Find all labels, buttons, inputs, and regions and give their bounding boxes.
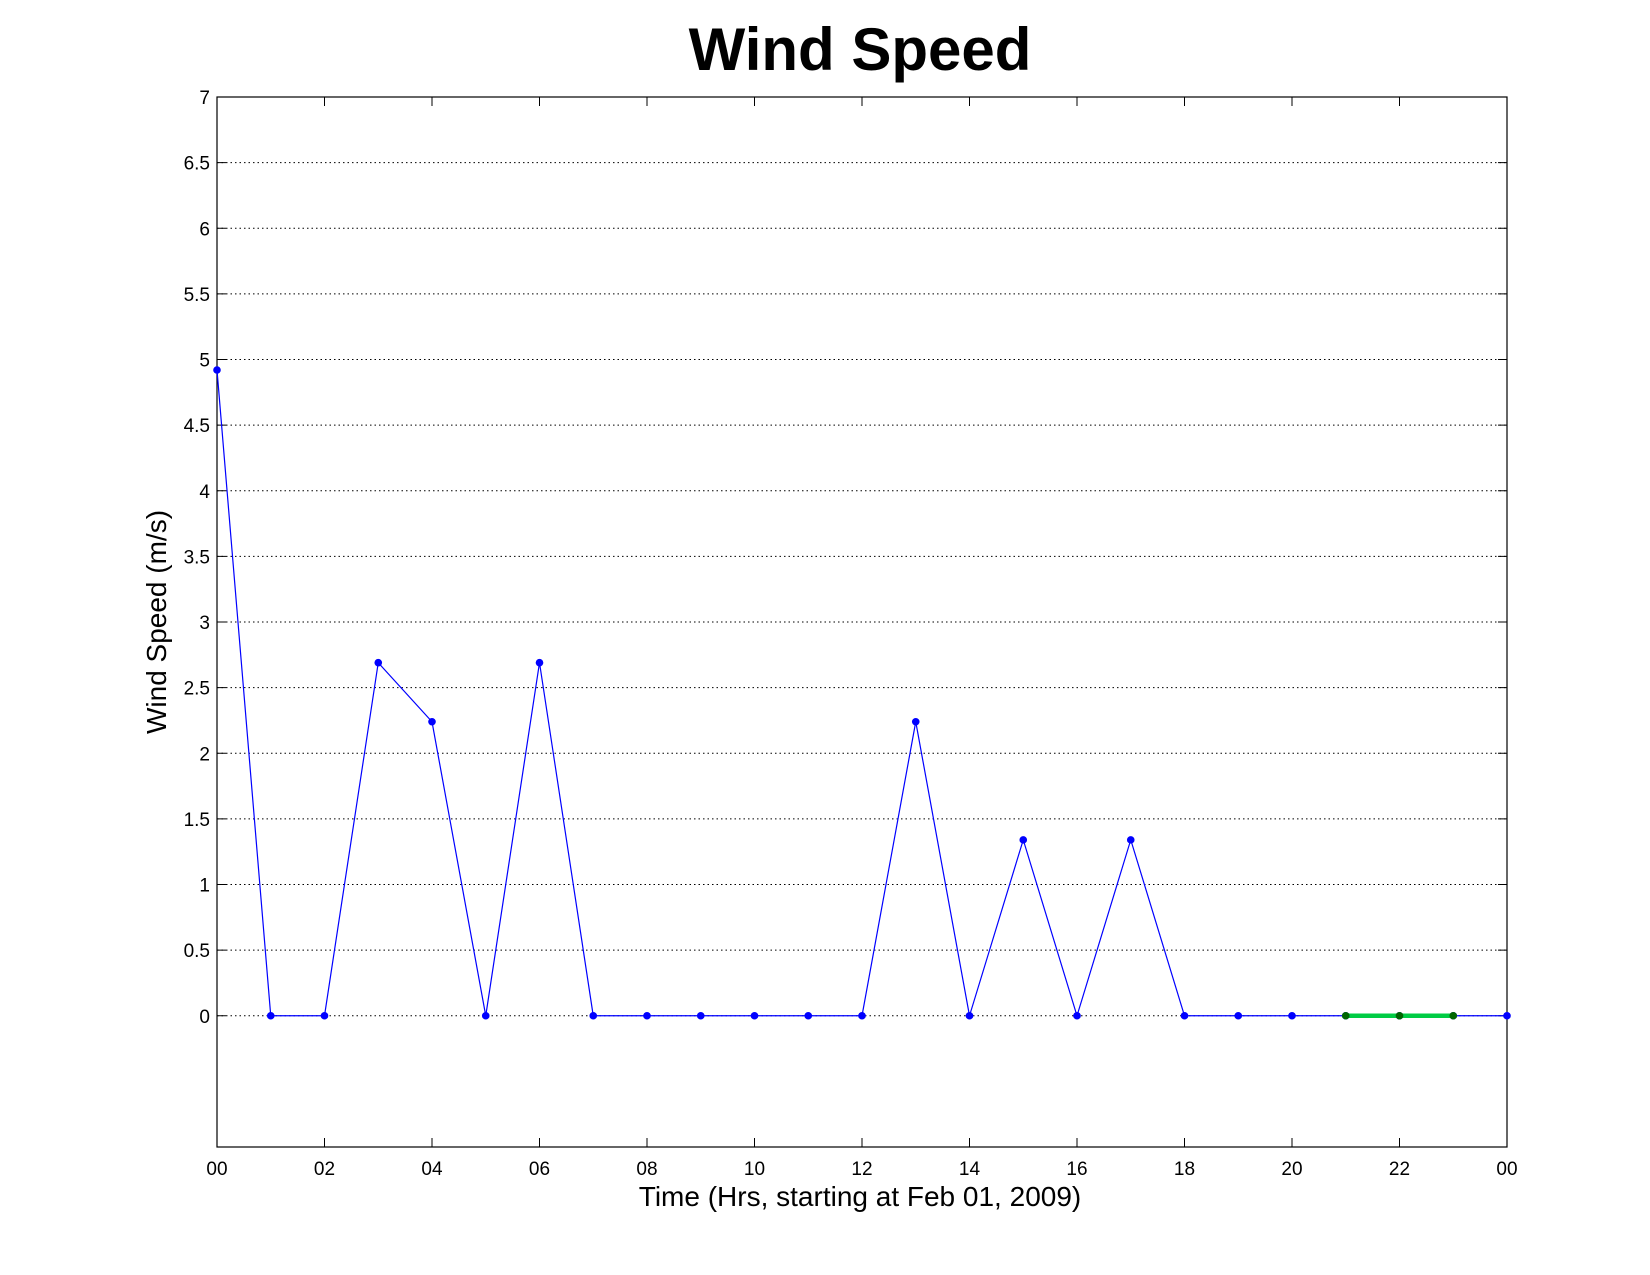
x-tick-label: 00 bbox=[206, 1159, 227, 1180]
series-0-point bbox=[213, 366, 221, 374]
y-tick-label: 1.5 bbox=[184, 810, 210, 831]
y-tick-label: 6 bbox=[199, 219, 210, 240]
series-0-point bbox=[643, 1011, 651, 1020]
series-0-point bbox=[535, 658, 544, 667]
y-tick-label: 6.5 bbox=[184, 154, 210, 175]
y-axis-tick-labels: 0 0.5 1 1.5 2 2.5 3 3.5 4 4.5 5 5.5 6 6.5 7 bbox=[184, 88, 211, 1028]
series-0-point bbox=[1019, 836, 1028, 844]
series-0-point bbox=[1073, 1011, 1081, 1020]
series-0-point bbox=[374, 658, 383, 667]
y-tick-label: 0.5 bbox=[184, 941, 210, 962]
x-tick-label: 02 bbox=[314, 1159, 335, 1180]
series-0-point bbox=[1288, 1011, 1296, 1020]
series-0-point bbox=[965, 1011, 974, 1020]
series-1-point bbox=[1395, 1011, 1404, 1020]
y-tick-label: 0 bbox=[199, 1007, 210, 1028]
y-tick-label: 4.5 bbox=[184, 416, 210, 437]
x-tick-label: 06 bbox=[529, 1159, 550, 1180]
x-axis-label: Time (Hrs, starting at Feb 01, 2009) bbox=[639, 1181, 1081, 1212]
series-0-point bbox=[858, 1011, 866, 1020]
y-tick-label: 4 bbox=[199, 482, 210, 503]
series-0-point bbox=[320, 1011, 329, 1020]
series-0-point bbox=[804, 1011, 813, 1020]
grid-lines bbox=[217, 96, 1507, 1017]
y-tick-label: 3.5 bbox=[184, 547, 210, 568]
series-0-point bbox=[911, 717, 920, 726]
y-tick-label: 2 bbox=[199, 744, 210, 765]
x-tick-label: 18 bbox=[1174, 1159, 1195, 1180]
series-0-point bbox=[428, 717, 436, 726]
series-0-point bbox=[750, 1011, 759, 1020]
series-1-point bbox=[1449, 1011, 1458, 1020]
y-tick-label: 5.5 bbox=[184, 285, 210, 306]
series-0-point bbox=[481, 1011, 490, 1020]
y-tick-label: 5 bbox=[199, 351, 210, 372]
y-tick-label: 2.5 bbox=[184, 679, 210, 700]
y-tick-label: 1 bbox=[199, 876, 210, 897]
series-0-point bbox=[589, 1011, 598, 1020]
x-tick-label: 12 bbox=[851, 1159, 872, 1180]
x-tick-label: 04 bbox=[421, 1159, 443, 1180]
x-axis-tick-labels: 00 02 04 06 08 10 12 14 16 18 20 22 00 bbox=[206, 1159, 1517, 1180]
x-tick-label: 14 bbox=[959, 1159, 981, 1180]
series-0-point bbox=[266, 1011, 275, 1020]
y-tick-label: 3 bbox=[199, 613, 210, 634]
x-tick-label: 00 bbox=[1496, 1159, 1517, 1180]
data-series bbox=[213, 366, 1511, 1020]
axis-ticks bbox=[216, 96, 1508, 1147]
chart-title: Wind Speed bbox=[689, 16, 1032, 83]
x-tick-label: 16 bbox=[1066, 1159, 1087, 1180]
series-1-point bbox=[1341, 1011, 1350, 1020]
y-axis-label: Wind Speed (m/s) bbox=[141, 510, 172, 734]
x-tick-label: 10 bbox=[744, 1159, 765, 1180]
series-0-point bbox=[1234, 1011, 1243, 1020]
y-tick-label: 7 bbox=[199, 88, 210, 109]
series-0-point bbox=[1180, 1011, 1189, 1020]
series-0-point bbox=[1126, 836, 1135, 844]
x-tick-label: 22 bbox=[1389, 1159, 1410, 1180]
series-0-point bbox=[696, 1011, 705, 1020]
series-0-point bbox=[1503, 1011, 1511, 1020]
x-tick-label: 08 bbox=[636, 1159, 657, 1180]
x-tick-label: 20 bbox=[1281, 1159, 1302, 1180]
